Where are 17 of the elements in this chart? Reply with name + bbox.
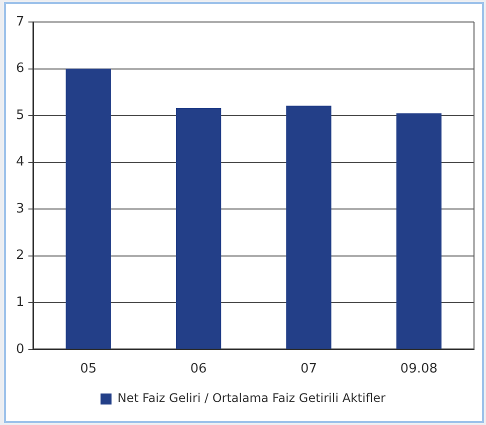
legend-label: Net Faiz Geliri / Ortalama Faiz Getirili Aktifler (118, 391, 386, 406)
y-tick-label: 0 (16, 342, 24, 357)
y-tick-label: 3 (16, 201, 24, 216)
bar (66, 68, 111, 349)
y-tick-label: 2 (16, 248, 24, 264)
bar (396, 113, 442, 349)
y-tick-label: 5 (16, 108, 24, 123)
y-tick-label: 6 (16, 61, 24, 76)
y-tick-label: 7 (16, 14, 24, 30)
x-tick-label: 05 (80, 362, 97, 377)
y-tick-label: 4 (16, 154, 24, 170)
x-tick-label: 06 (190, 362, 207, 377)
y-tick-label: 1 (16, 295, 24, 310)
bar (176, 108, 222, 349)
bar (286, 106, 332, 349)
x-tick-label: 09.08 (400, 362, 438, 377)
x-tick-label: 07 (300, 362, 317, 377)
